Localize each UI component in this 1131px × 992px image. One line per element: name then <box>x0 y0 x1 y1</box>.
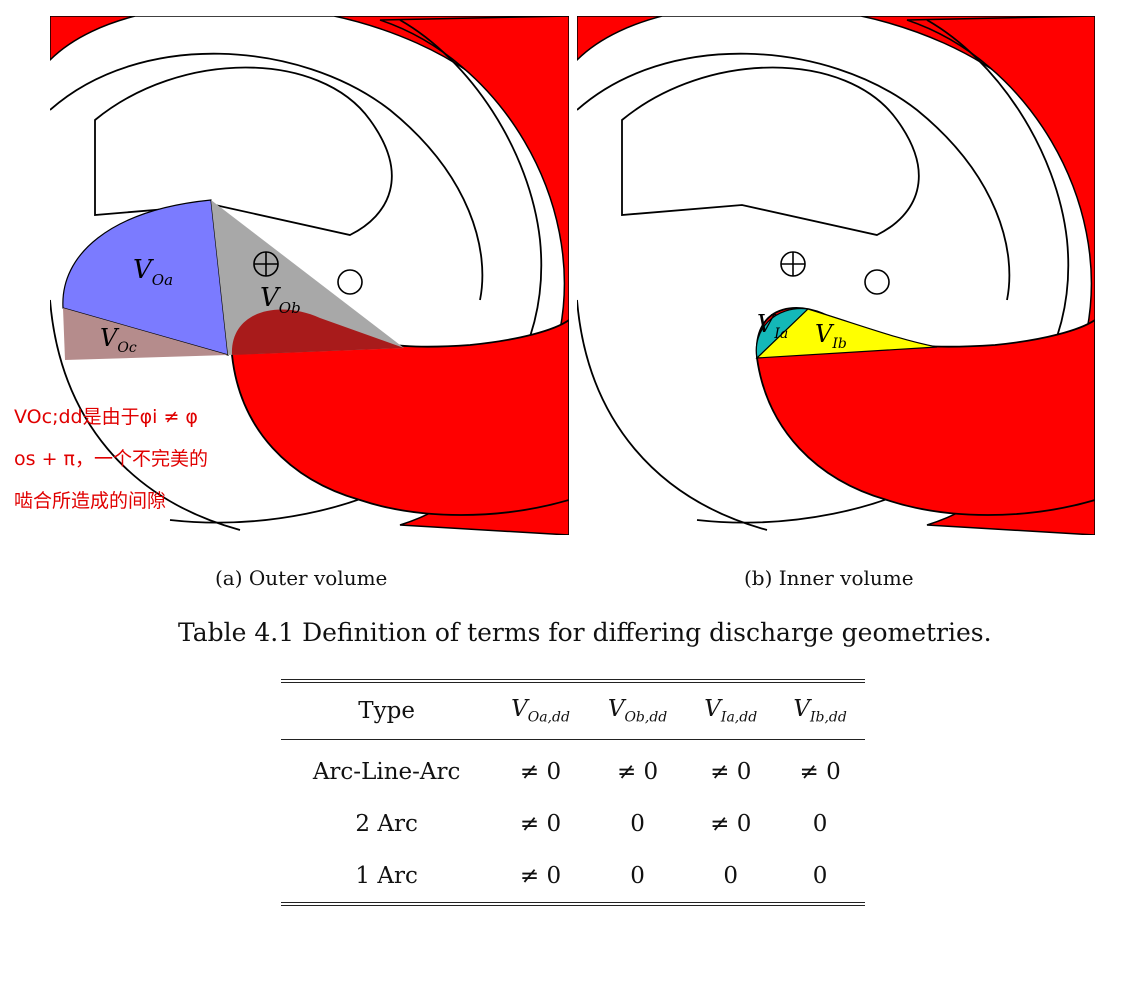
region-voa <box>62 199 229 356</box>
scroll-white-sweep-b <box>577 52 1011 301</box>
header-vob: VOb,dd <box>607 696 668 726</box>
panel-a-drawing: VOa VOb VOc <box>50 16 569 535</box>
table-cell: 0 <box>723 863 739 889</box>
table-cell: 0 <box>630 863 645 889</box>
scroll-white-sweep-3 <box>50 299 241 531</box>
annotation-line-1: VOc;dd是由于φi ≠ φ <box>14 406 198 428</box>
table-cell: ≠ 0 <box>519 863 562 889</box>
table-cell: ≠ 0 <box>710 759 752 785</box>
header-via: VIa,dd <box>704 696 758 726</box>
region-overlap <box>231 309 404 355</box>
scroll-inner-wall-b <box>621 66 920 236</box>
table-cell: ≠ 0 <box>519 811 562 837</box>
figure-panels: VOa VOb VOc VIa VIb <box>50 16 1095 535</box>
table-row: Arc-Line-Arc ≠ 0 ≠ 0 ≠ 0 ≠ 0 <box>281 740 865 799</box>
scroll-white-sweep-3-b <box>577 299 768 531</box>
table-title: Table 4.1 Definition of terms for differ… <box>178 618 992 647</box>
scroll-inner-wall <box>94 66 393 236</box>
label-via: VIa <box>757 310 788 342</box>
table-cell: ≠ 0 <box>799 759 841 785</box>
table-cell: 1 Arc <box>355 863 418 889</box>
region-voc <box>63 308 228 360</box>
label-vob: VOb <box>260 283 301 317</box>
table-header-row: Type VOa,dd VOb,dd VIa,dd VIb,dd <box>281 681 865 740</box>
table-cell: ≠ 0 <box>710 811 752 837</box>
header-vib: VIb,dd <box>793 696 847 726</box>
annotation-line-3: 啮合所造成的间隙 <box>14 490 167 512</box>
table-cell: 2 Arc <box>355 811 418 837</box>
caption-outer-volume: (a) Outer volume <box>215 566 388 590</box>
label-voc: VOc <box>100 324 137 356</box>
table-cell: Arc-Line-Arc <box>312 759 461 785</box>
table-row: 2 Arc ≠ 0 0 ≠ 0 0 <box>281 798 865 850</box>
header-voa: VOa,dd <box>511 696 570 726</box>
annotation-line-2: os + π，一个不完美的 <box>14 448 208 470</box>
table-cell: ≠ 0 <box>519 759 562 785</box>
circle-symbol-b <box>864 269 890 295</box>
scroll-white-sweep <box>50 52 484 301</box>
circle-symbol <box>337 269 363 295</box>
label-vib: VIb <box>815 320 847 352</box>
definition-table: Type VOa,dd VOb,dd VIa,dd VIb,dd Arc-Lin… <box>281 679 865 906</box>
table-cell: 0 <box>812 863 828 889</box>
header-type: Type <box>358 698 415 724</box>
label-voa: VOa <box>133 255 173 289</box>
table-cell: 0 <box>812 811 828 837</box>
table-row: 1 Arc ≠ 0 0 0 0 <box>281 850 865 904</box>
panel-b-drawing: VIa VIb <box>577 16 1095 535</box>
caption-inner-volume: (b) Inner volume <box>744 566 914 590</box>
table-cell: ≠ 0 <box>616 759 659 785</box>
region-vib <box>755 308 938 359</box>
table-cell: 0 <box>630 811 645 837</box>
